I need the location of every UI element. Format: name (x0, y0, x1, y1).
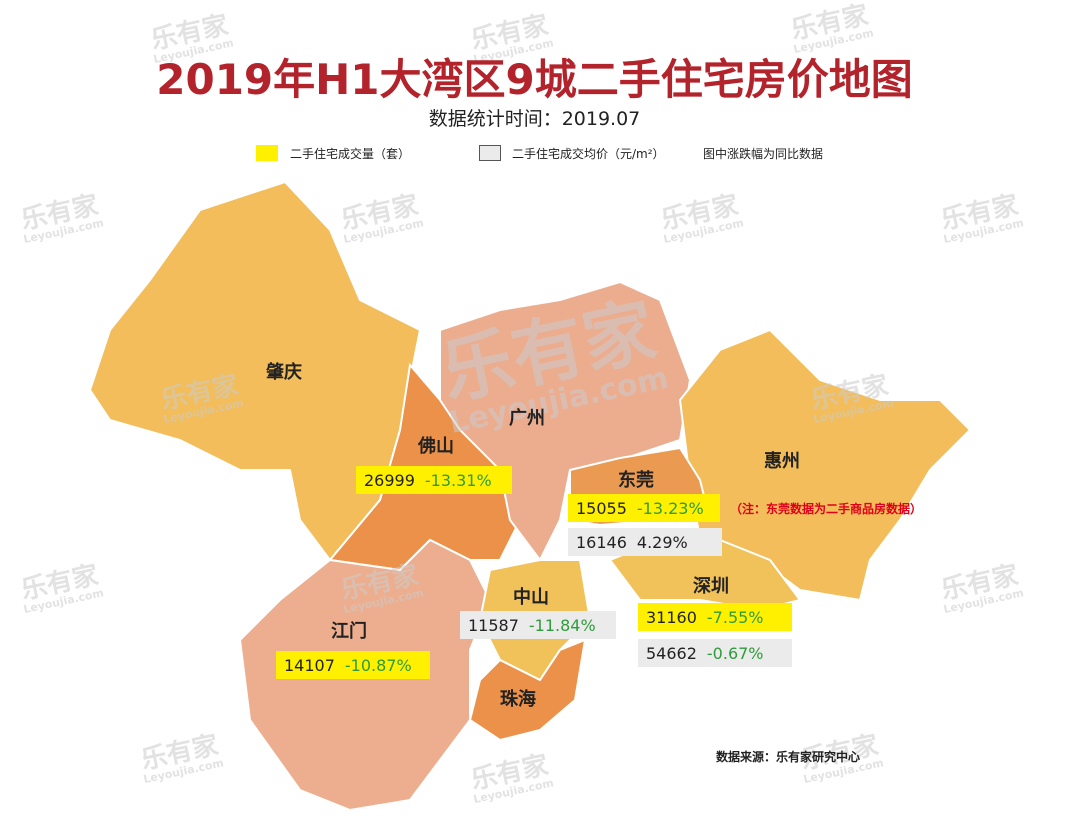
legend-swatch (479, 145, 501, 161)
change: -11.84% (528, 615, 596, 635)
change: -13.31% (424, 470, 492, 490)
region-zhaoqing (88, 180, 422, 562)
city-name: 肇庆 (266, 362, 302, 383)
city-name: 惠州 (764, 451, 800, 472)
source: 数据来源：乐有家研究中心 (716, 750, 861, 764)
city-name: 珠海 (500, 689, 536, 710)
city-name: 广州 (509, 408, 545, 429)
title: 2019年H1大湾区9城二手住宅房价地图 (156, 55, 913, 104)
legend-label: 二手住宅成交均价（元/m²） (512, 147, 665, 161)
value: 26999 (364, 470, 415, 490)
value: 15055 (576, 498, 627, 518)
city-name: 中山 (513, 587, 549, 608)
legend-swatch (256, 145, 278, 161)
price-box: 54662 -0.67% (638, 639, 792, 667)
city-name: 佛山 (418, 436, 454, 457)
legend-note: 图中涨跌幅为同比数据 (703, 147, 824, 161)
change: -10.87% (344, 655, 412, 675)
annotation: （注：东莞数据为二手商品房数据） (730, 502, 923, 516)
change: -7.55% (706, 607, 764, 627)
value: 16146 (576, 532, 627, 552)
value: 31160 (646, 607, 697, 627)
price-box: 16146 4.29% (568, 528, 722, 556)
volume-box: 15055 -13.23% (568, 494, 720, 522)
region-zhuhai (468, 638, 587, 742)
city-name: 江门 (331, 621, 367, 642)
value: 14107 (284, 655, 335, 675)
city-name: 深圳 (693, 576, 729, 597)
legend-label: 二手住宅成交量（套） (290, 147, 411, 161)
subtitle: 数据统计时间：2019.07 (428, 108, 641, 130)
volume-box: 31160 -7.55% (638, 603, 792, 631)
volume-box: 26999 -13.31% (356, 466, 512, 494)
value: 54662 (646, 643, 697, 663)
price-box: 11587 -11.84% (460, 611, 616, 639)
change: -0.67% (706, 643, 764, 663)
volume-box: 14107 -10.87% (276, 651, 430, 679)
change: 4.29% (636, 532, 688, 552)
value: 11587 (468, 615, 519, 635)
city-name: 东莞 (618, 470, 654, 491)
change: -13.23% (636, 498, 704, 518)
